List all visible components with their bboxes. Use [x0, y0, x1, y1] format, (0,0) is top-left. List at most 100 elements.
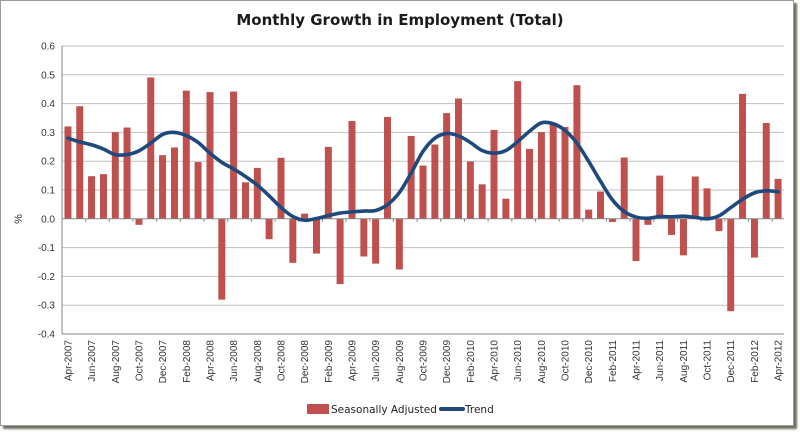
x-tick-label: Jun-2009	[371, 340, 382, 382]
trend-line	[66, 120, 780, 223]
bar	[585, 209, 593, 219]
x-tick-label: Jun-2010	[513, 340, 524, 382]
bar	[289, 218, 297, 263]
bar	[313, 218, 320, 254]
x-tick-label: Dec-2010	[584, 340, 595, 384]
bar	[194, 162, 202, 220]
bar	[762, 122, 770, 220]
y-axis-ticks: 0.6 0.5 0.4 0.3 0.2 0.1 0.0 -0.1 -0.2 -0.3 -0.4	[38, 42, 56, 341]
bar	[336, 218, 344, 285]
bar	[395, 218, 403, 270]
y-tick-label: -0.2	[38, 272, 56, 283]
x-tick-label: Oct-2010	[561, 340, 572, 382]
bar	[324, 146, 332, 219]
bar	[597, 191, 604, 219]
y-tick-label: 0.5	[41, 70, 55, 81]
bar	[466, 161, 474, 219]
bar	[170, 147, 178, 220]
y-axis-label: %	[13, 214, 25, 224]
bar	[478, 184, 486, 219]
bar	[76, 106, 84, 220]
bar	[159, 155, 167, 220]
bar	[182, 90, 190, 220]
y-tick-label: 0.6	[41, 42, 55, 53]
bar	[265, 218, 273, 240]
bar	[561, 127, 569, 220]
bar	[419, 165, 427, 219]
bar	[218, 218, 226, 300]
bar	[715, 218, 723, 232]
axes	[61, 46, 784, 335]
bar-series-seasonally-adjusted	[64, 77, 782, 312]
x-tick-label: Aug-2011	[679, 340, 690, 383]
y-tick-label: 0.3	[41, 128, 55, 139]
bar	[230, 91, 238, 220]
x-tick-label: Dec-2011	[726, 340, 737, 383]
bar	[691, 176, 699, 219]
bar	[111, 132, 119, 219]
x-tick-label: Apr-2009	[347, 340, 358, 382]
bar	[348, 120, 356, 219]
bar	[537, 132, 545, 219]
bar	[679, 218, 687, 256]
bar	[99, 174, 107, 219]
bar	[727, 218, 735, 312]
x-tick-label: Dec-2008	[300, 340, 311, 384]
bar	[632, 218, 640, 262]
y-tick-label: -0.1	[38, 243, 56, 254]
bar	[88, 176, 96, 220]
bar	[360, 218, 368, 257]
bar	[253, 167, 261, 219]
x-tick-label: Aug-2010	[537, 340, 548, 384]
x-tick-label: Feb-2008	[182, 340, 193, 383]
x-tick-label: Dec-2007	[158, 340, 169, 384]
bar	[774, 178, 782, 219]
legend-label-seasonally-adjusted: Seasonally Adjusted	[331, 404, 437, 416]
x-axis-ticks: Apr-2007 Jun-2007 Aug-2007 Oct-2007 Dec-2007…	[63, 340, 784, 384]
x-tick-label: Jun-2011	[655, 340, 666, 381]
y-tick-label: 0.1	[41, 186, 55, 197]
bar	[455, 98, 462, 219]
bar	[549, 124, 557, 220]
legend: Seasonally Adjusted Trend	[307, 404, 494, 416]
x-tick-label: Apr-2012	[774, 340, 785, 382]
x-tick-label: Feb-2011	[608, 340, 619, 383]
x-tick-label: Jun-2007	[87, 340, 98, 382]
x-tick-label: Apr-2011	[632, 340, 643, 381]
bar	[443, 113, 451, 220]
line-series-trend	[66, 120, 780, 223]
bar	[372, 218, 380, 264]
bar	[750, 218, 758, 258]
bar	[668, 218, 676, 235]
y-tick-label: 0.0	[41, 214, 55, 225]
bar	[703, 188, 711, 219]
bar	[573, 85, 581, 219]
x-tick-label: Feb-2012	[750, 340, 761, 383]
y-tick-label: -0.4	[38, 330, 56, 341]
bar	[301, 213, 309, 219]
bar	[147, 77, 155, 219]
x-tick-label: Oct-2011	[703, 340, 714, 381]
bar	[514, 81, 522, 220]
legend-label-trend: Trend	[464, 404, 494, 416]
bar	[431, 144, 439, 219]
bar	[502, 198, 510, 219]
x-tick-label: Dec-2009	[442, 340, 453, 384]
bar	[656, 175, 664, 219]
x-tick-label: Apr-2010	[490, 340, 501, 382]
x-tick-label: Jun-2008	[229, 340, 240, 382]
x-tick-label: Aug-2009	[395, 340, 406, 384]
bar	[526, 148, 533, 220]
x-tick-label: Oct-2008	[276, 340, 287, 382]
y-tick-label: 0.2	[41, 157, 55, 168]
x-tick-label: Apr-2007	[63, 340, 74, 382]
y-tick-label: 0.4	[41, 99, 55, 110]
x-tick-label: Feb-2009	[324, 340, 335, 383]
x-tick-label: Feb-2010	[466, 340, 477, 383]
x-tick-label: Aug-2007	[111, 340, 122, 384]
x-tick-label: Apr-2008	[205, 340, 216, 382]
bar	[123, 127, 131, 220]
x-tick-label: Oct-2009	[419, 340, 430, 382]
bar	[241, 182, 249, 219]
